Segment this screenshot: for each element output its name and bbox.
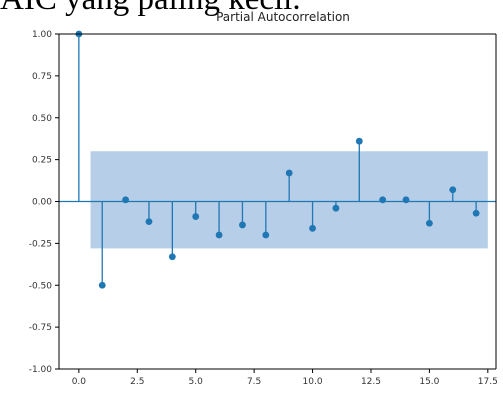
stem-marker [332, 204, 340, 212]
header-text: AIC yang paling kecil. [0, 0, 301, 16]
stem-layer [75, 30, 480, 289]
x-tick-label: 7.5 [247, 377, 261, 387]
stem-marker [215, 231, 223, 239]
stem-marker [239, 221, 246, 229]
stem-marker [402, 196, 410, 204]
stem-marker [192, 213, 200, 220]
stem-marker [472, 209, 480, 217]
x-tick-label: 17.5 [478, 377, 498, 387]
stem-marker [449, 186, 457, 194]
x-tick-label: 12.5 [361, 377, 381, 387]
x-tick-label: 2.5 [130, 377, 144, 387]
stem-marker [122, 196, 130, 204]
y-tick-label: 0.25 [32, 156, 52, 166]
stem-marker [262, 231, 270, 239]
x-tick-label: 0.0 [72, 377, 87, 387]
x-tick-label: 15.0 [419, 377, 439, 387]
stem-marker [145, 218, 153, 226]
stem-marker [98, 281, 106, 289]
y-tick-label: 0.00 [32, 198, 52, 208]
stem-marker [425, 219, 433, 227]
x-tick-label: 5.0 [189, 377, 204, 387]
stem-marker [309, 224, 316, 232]
stem-marker [285, 169, 293, 177]
x-tick-label: 10.0 [303, 377, 323, 387]
stem-marker [168, 253, 176, 261]
y-tick-label: 0.75 [32, 72, 52, 82]
stem-marker [379, 196, 387, 204]
y-tick-label: 0.50 [32, 114, 52, 124]
chart-title: Partial Autocorrelation [216, 10, 350, 24]
y-tick-label: -0.75 [29, 323, 52, 333]
stem-marker [355, 137, 363, 145]
y-tick-label: -1.00 [29, 365, 53, 375]
tick-layer: -1.00 -0.75 -0.50 -0.25 0.00 0.25 0.50 0.75 1.00… [29, 30, 498, 387]
y-tick-label: 1.00 [32, 30, 52, 40]
y-tick-label: -0.25 [29, 239, 52, 249]
y-tick-label: -0.50 [29, 281, 53, 291]
